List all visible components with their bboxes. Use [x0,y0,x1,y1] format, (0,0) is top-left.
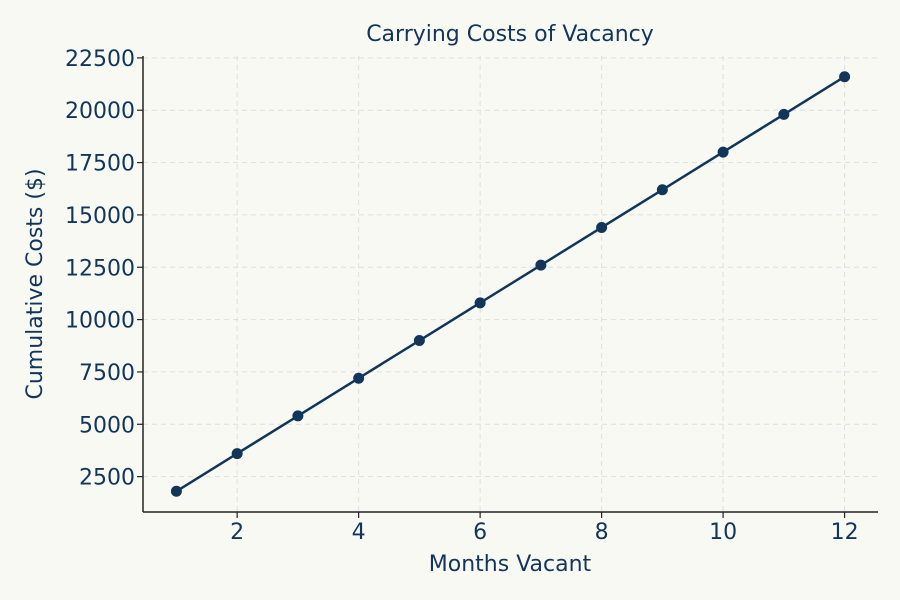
x-tick-label: 12 [831,520,859,545]
data-point [656,184,668,196]
data-point [231,448,243,460]
y-tick-label: 22500 [65,47,135,72]
data-point [839,71,851,83]
x-tick-label: 6 [473,520,487,545]
chart-title: Carrying Costs of Vacancy [366,22,654,47]
y-tick-label: 15000 [65,204,135,229]
y-tick-label: 5000 [79,413,135,438]
data-point [717,146,729,158]
ticks: 2 4 6 8 10 12 2500 5000 7500 10000 12500 15000 17500… [65,47,859,545]
data-point [474,297,486,309]
series-line [175,75,846,493]
data-point [778,108,790,120]
y-axis-label: Cumulative Costs ($) [23,168,48,399]
data-point [413,335,425,347]
data-point [535,259,547,271]
x-tick-label: 2 [230,520,244,545]
y-tick-label: 12500 [65,256,135,281]
y-tick-label: 2500 [79,466,135,491]
data-point [353,372,365,384]
grid [143,56,878,512]
y-tick-label: 7500 [79,361,135,386]
data-point [170,485,182,497]
x-tick-label: 8 [595,520,609,545]
y-tick-label: 20000 [65,99,135,124]
x-tick-label: 10 [709,520,737,545]
y-tick-label: 10000 [65,309,135,334]
data-point [292,410,304,422]
y-tick-label: 17500 [65,152,135,177]
series-layer [170,71,851,497]
x-tick-label: 4 [352,520,366,545]
axes [142,56,878,513]
x-axis-label: Months Vacant [429,552,592,577]
data-point [596,221,608,233]
